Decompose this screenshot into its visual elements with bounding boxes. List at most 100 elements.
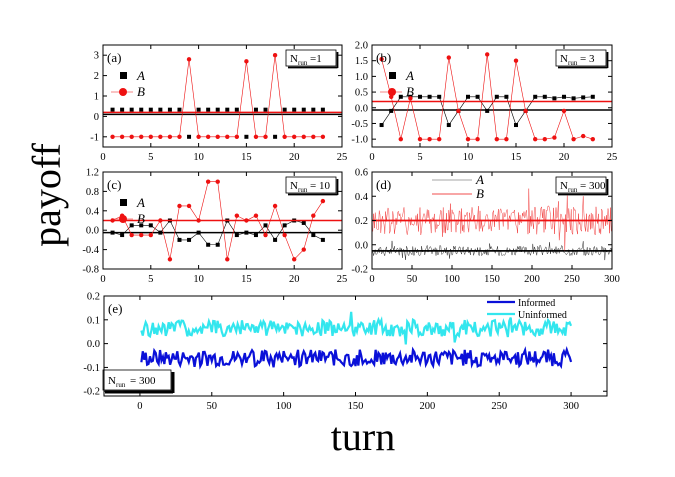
y-tick-label: 2.0 bbox=[355, 41, 368, 52]
y-tick-label: 0.6 bbox=[355, 168, 368, 179]
plot-area bbox=[103, 179, 342, 262]
nrun-value: =1 bbox=[310, 53, 322, 65]
point-A bbox=[187, 134, 192, 139]
y-tick-label: 0.4 bbox=[355, 192, 369, 203]
point-B bbox=[253, 134, 259, 139]
y-tick-label: 0.8 bbox=[86, 187, 99, 198]
point-B bbox=[205, 179, 211, 184]
x-tick-label: 25 bbox=[607, 152, 618, 163]
point-B bbox=[272, 203, 278, 209]
point-A bbox=[120, 107, 125, 112]
point-B bbox=[504, 136, 509, 142]
point-A bbox=[282, 223, 287, 228]
point-B bbox=[225, 257, 230, 262]
point-B bbox=[561, 108, 567, 114]
point-B bbox=[177, 203, 182, 209]
x-axis-label: turn bbox=[331, 414, 395, 459]
point-B bbox=[110, 134, 115, 139]
point-A bbox=[215, 107, 220, 112]
point-B bbox=[301, 247, 306, 252]
point-A bbox=[110, 107, 115, 112]
point-B bbox=[292, 134, 297, 139]
point-A bbox=[418, 94, 422, 99]
legend-marker-B bbox=[119, 215, 127, 223]
point-B bbox=[129, 134, 134, 139]
x-tick-label: 5 bbox=[417, 152, 422, 163]
point-A bbox=[437, 94, 442, 99]
point-A bbox=[129, 107, 134, 112]
legend-marker-B bbox=[119, 88, 127, 96]
point-B bbox=[167, 257, 173, 262]
x-tick-label: 50 bbox=[407, 274, 418, 285]
panel-label: (a) bbox=[107, 50, 121, 65]
point-A bbox=[177, 237, 182, 242]
point-A bbox=[311, 233, 316, 238]
point-A bbox=[158, 230, 163, 235]
point-B bbox=[282, 134, 287, 139]
point-B bbox=[485, 52, 490, 57]
point-B bbox=[571, 136, 576, 142]
x-tick-label: 150 bbox=[484, 274, 500, 285]
x-tick-label: 10 bbox=[193, 152, 204, 163]
plot-area bbox=[372, 188, 612, 261]
legend-label-A: A bbox=[136, 68, 145, 83]
point-A bbox=[301, 107, 306, 112]
point-A bbox=[533, 94, 538, 99]
nrun-box bbox=[285, 176, 337, 194]
legend-label-uninformed: Uninformed bbox=[518, 310, 567, 321]
nrun-sub: run bbox=[298, 186, 308, 194]
y-tick-label: 1.5 bbox=[355, 56, 368, 67]
nrun-label: N bbox=[108, 375, 116, 387]
point-B bbox=[244, 218, 249, 223]
point-B bbox=[408, 96, 413, 101]
point-A bbox=[110, 230, 115, 235]
panel-label: (e) bbox=[108, 301, 122, 316]
point-A bbox=[320, 237, 325, 242]
plot-frame bbox=[103, 295, 608, 397]
legend-label-B: B bbox=[476, 186, 484, 201]
y-tick-label: -0.4 bbox=[82, 245, 99, 256]
nrun-sub: run bbox=[298, 59, 308, 67]
y-tick-label: 0.5 bbox=[355, 88, 368, 99]
point-B bbox=[465, 136, 471, 142]
point-B bbox=[186, 203, 192, 209]
point-B bbox=[581, 133, 586, 139]
point-A bbox=[562, 94, 566, 99]
point-A bbox=[282, 107, 287, 112]
y-tick-label: -0.8 bbox=[82, 265, 99, 276]
x-tick-label: 0 bbox=[100, 152, 105, 163]
point-A bbox=[590, 94, 595, 99]
plot-frame bbox=[102, 44, 343, 148]
x-tick-label: 250 bbox=[564, 274, 580, 285]
x-tick-label: 15 bbox=[241, 274, 252, 285]
x-tick-label: 250 bbox=[491, 401, 507, 412]
point-B bbox=[205, 134, 211, 139]
point-B bbox=[129, 232, 134, 238]
panel-b: 0 5 10 15 20 25 -1.0 -0.5 0.0 0.5 1.0 1.5 2.0 AB N run =… bbox=[351, 41, 617, 164]
y-tick-label: 1.2 bbox=[86, 168, 99, 179]
plot-area bbox=[372, 52, 612, 142]
legend-label-B: B bbox=[137, 211, 145, 226]
legend-marker-A bbox=[389, 72, 396, 79]
y-axis-label: payoff bbox=[24, 142, 69, 246]
point-A bbox=[379, 123, 384, 128]
plot-frame bbox=[371, 171, 613, 270]
y-tick-label: 0.0 bbox=[86, 226, 99, 237]
point-A bbox=[244, 134, 249, 139]
y-tick-label: 0 bbox=[94, 112, 99, 123]
point-A bbox=[139, 223, 144, 228]
point-A bbox=[196, 107, 201, 112]
point-B bbox=[282, 232, 287, 238]
nrun-value: = 10 bbox=[310, 180, 330, 192]
point-B bbox=[475, 136, 480, 142]
nrun-sub: run bbox=[568, 186, 578, 194]
plot-frame bbox=[102, 171, 343, 270]
nrun-value: = 300 bbox=[580, 180, 606, 192]
legend-label-A: A bbox=[136, 195, 145, 210]
point-B bbox=[110, 218, 115, 223]
point-A bbox=[234, 107, 239, 112]
point-B bbox=[119, 134, 125, 139]
panel-c: 0 5 10 15 20 25 -0.8 -0.4 0.0 0.4 0.8 1.2 AB N run = 10… bbox=[82, 168, 347, 286]
point-A bbox=[158, 107, 163, 112]
